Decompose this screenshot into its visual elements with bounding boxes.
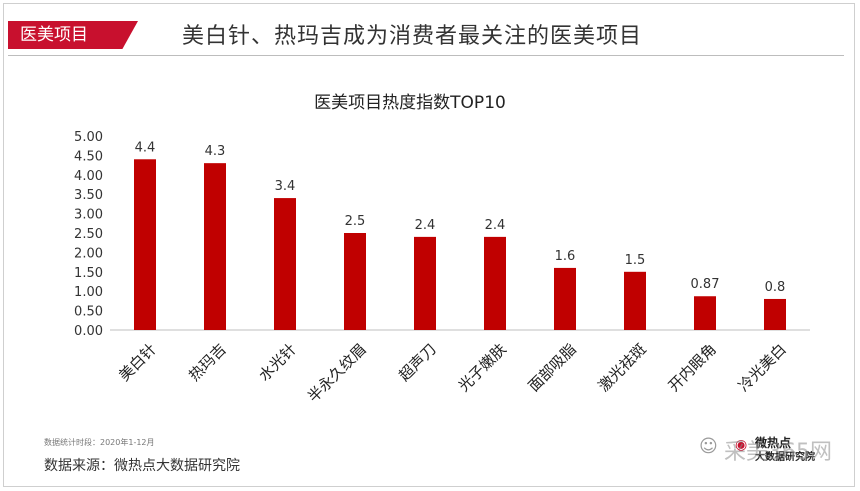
bar [694,296,716,330]
bar [484,236,506,330]
y-tick-label: 0.50 [74,305,103,320]
y-tick-label: 1.50 [74,266,103,281]
y-tick-label: 2.00 [74,246,103,261]
x-tick-label: 激光祛斑 [595,340,650,395]
y-tick-label: 3.50 [74,188,103,203]
x-tick-label: 冷光美白 [735,340,790,395]
bar-value-label: 3.4 [275,179,296,194]
x-tick-label: 热玛吉 [185,340,230,385]
slide-frame [3,3,855,487]
y-tick-label: 2.50 [74,227,103,242]
bar-value-label: 2.4 [485,218,506,233]
x-tick-label: 美白针 [115,340,160,385]
bar-value-label: 2.4 [415,218,436,233]
bar-value-label: 0.8 [765,280,786,295]
y-tick-label: 1.00 [74,285,103,300]
section-tag: 医美项目 [8,21,138,49]
bar [204,163,226,330]
bar [134,159,156,330]
logo-name: 微热点 [755,436,792,450]
bar [624,271,646,330]
bar-value-label: 1.6 [555,249,576,264]
header-divider [8,55,844,56]
bar-value-label: 1.5 [625,253,646,268]
bar-value-label: 4.3 [205,144,226,159]
bar [764,298,786,330]
bar-value-label: 0.87 [691,277,720,292]
bar-value-label: 2.5 [345,214,366,229]
y-tick-label: 5.00 [74,130,103,145]
slide-headline: 美白针、热玛吉成为消费者最关注的医美项目 [182,24,643,49]
data-period-note: 数据统计时段：2020年1-12月 [44,438,155,447]
bar-value-label: 4.4 [135,140,156,155]
y-tick-label: 4.00 [74,169,103,184]
logo-mark-icon: ◉ [735,437,748,453]
logo-subtitle: 大数据研究院 [755,452,815,463]
bar [414,236,436,330]
bar [554,267,576,330]
x-tick-label: 水光针 [255,340,300,385]
y-tick-label: 3.00 [74,208,103,223]
x-tick-label: 超声刀 [395,340,440,385]
x-tick-label: 开内眼角 [665,340,720,395]
bar [344,233,366,330]
y-tick-label: 0.00 [74,324,103,339]
bar [274,198,296,330]
weiredian-logo: ◉ 微热点 大数据研究院 [733,434,851,463]
chart-title: 医美项目热度指数TOP10 [314,93,506,113]
data-source: 数据来源：微热点大数据研究院 [44,458,240,474]
x-tick-label: 光子嫩肤 [455,340,510,395]
x-tick-label: 面部吸脂 [525,340,580,395]
watermark: 采美365网 [724,440,832,465]
x-tick-label: 半永久纹眉 [304,340,370,406]
y-tick-label: 4.50 [74,149,103,164]
wechat-icon: ☺ [699,436,718,457]
